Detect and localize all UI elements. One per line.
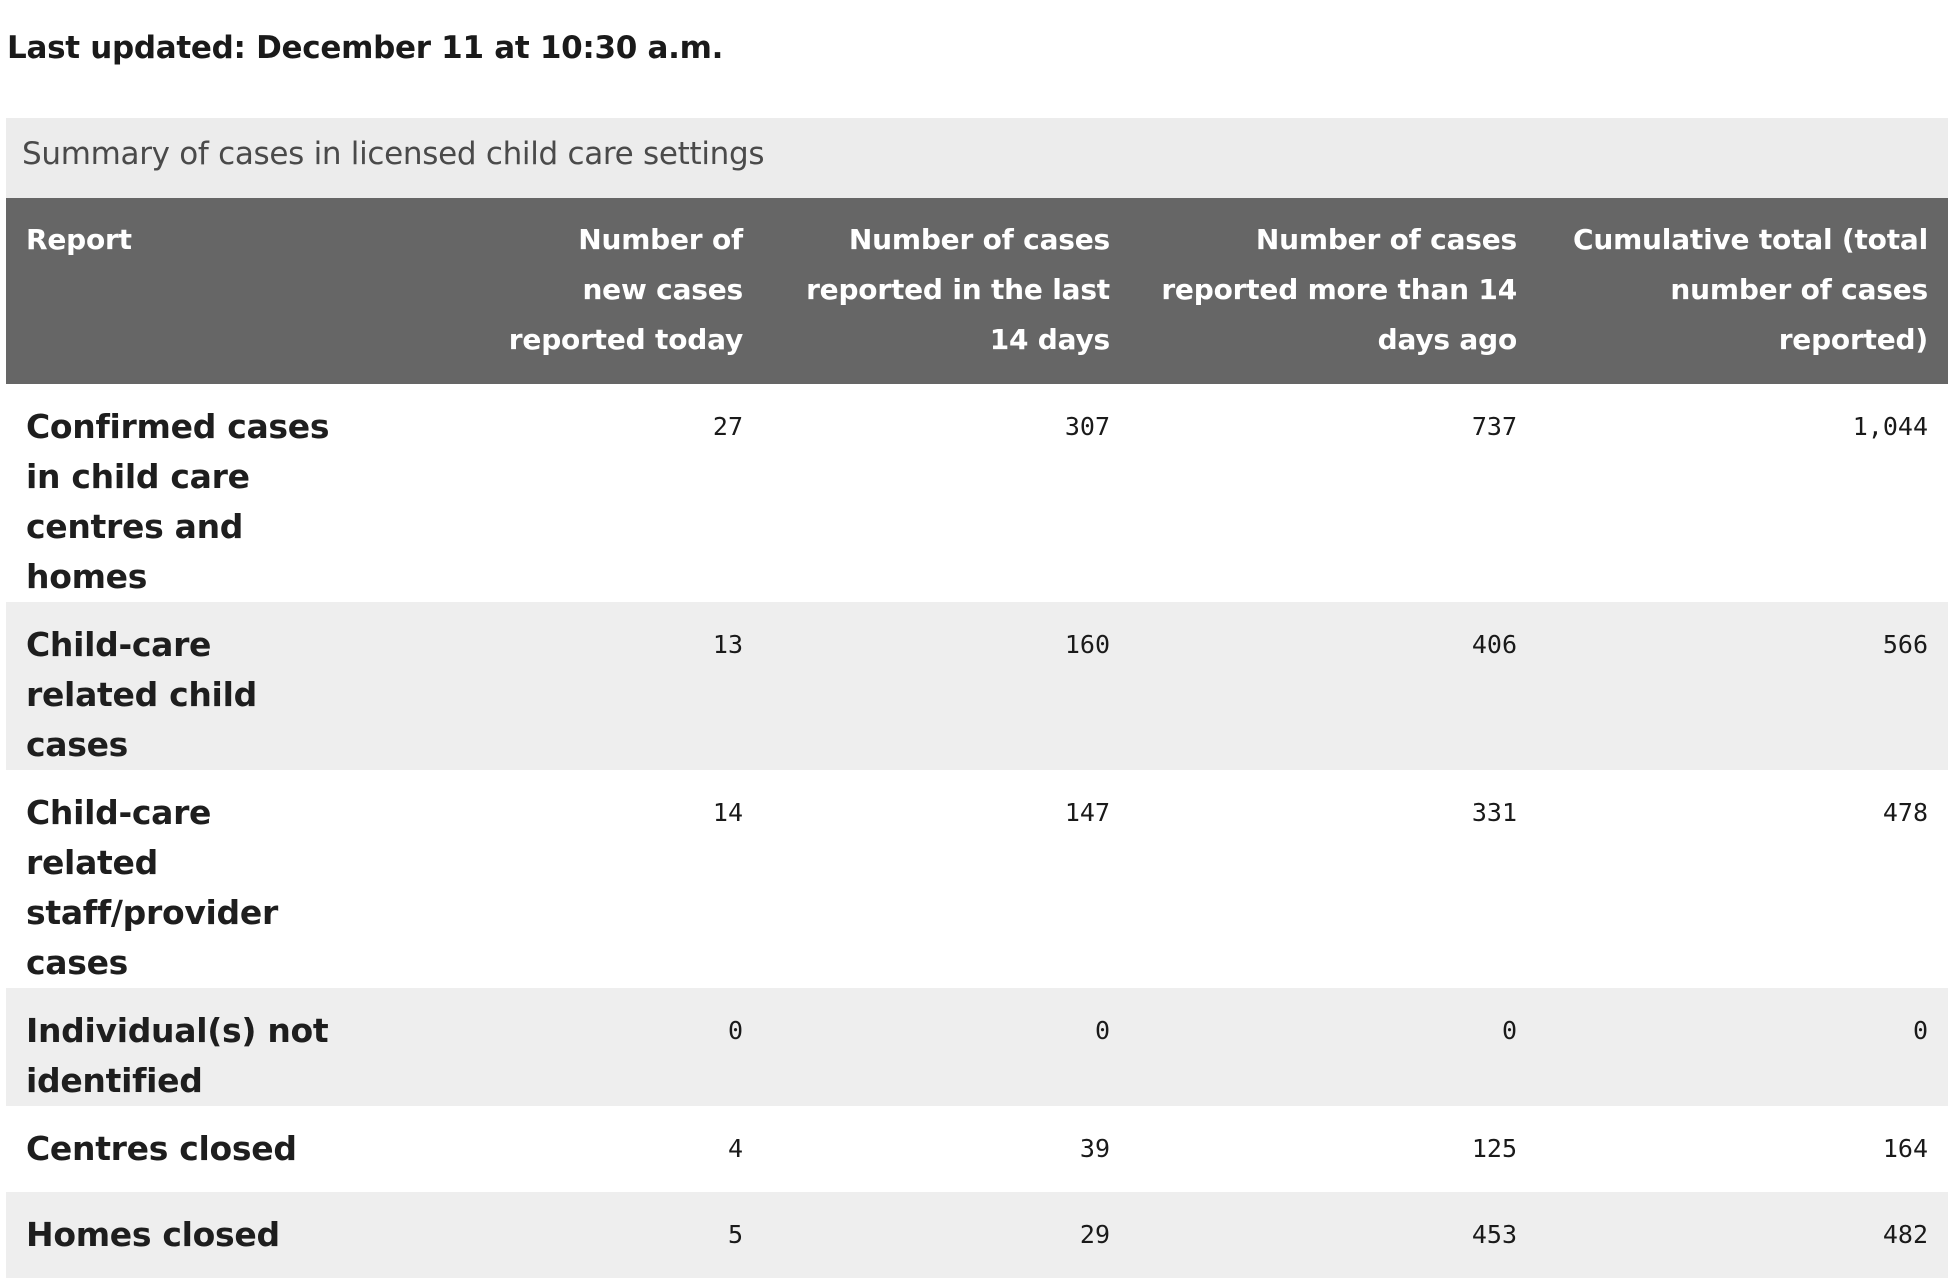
table-row: Child-care related staff/provider cases … [6, 770, 1948, 988]
cases-summary-table: Summary of cases in licensed child care … [6, 118, 1948, 1278]
cell-new-today: 14 [712, 798, 743, 827]
cell-more-than-14-days: 737 [1471, 412, 1517, 441]
cell-new-today: 0 [727, 1016, 743, 1045]
row-label: Confirmed cases in child care centres an… [26, 407, 330, 596]
cell-more-than-14-days: 453 [1471, 1220, 1517, 1249]
cell-last-14-days: 147 [1064, 798, 1110, 827]
row-label: Individual(s) not identified [26, 1011, 329, 1100]
row-label: Child-care related staff/provider cases [26, 793, 278, 982]
table-row: Centres closed 4 39 125 164 [6, 1106, 1948, 1192]
cell-cumulative-total: 482 [1882, 1220, 1928, 1249]
column-header-new-today: Number of new cases reported today [508, 223, 743, 356]
table-row: Child-care related child cases 13 160 40… [6, 602, 1948, 770]
cell-new-today: 4 [727, 1134, 743, 1163]
cell-cumulative-total: 478 [1882, 798, 1928, 827]
cell-new-today: 5 [727, 1220, 743, 1249]
table-row: Confirmed cases in child care centres an… [6, 384, 1948, 602]
row-label: Child-care related child cases [26, 625, 257, 764]
table-caption: Summary of cases in licensed child care … [6, 118, 1948, 198]
header-row: Report Number of new cases reported toda… [6, 198, 1948, 384]
row-label: Homes closed [26, 1215, 280, 1254]
cell-last-14-days: 160 [1064, 630, 1110, 659]
data-table: Report Number of new cases reported toda… [6, 198, 1948, 1278]
cell-last-14-days: 29 [1079, 1220, 1110, 1249]
table-row: Homes closed 5 29 453 482 [6, 1192, 1948, 1278]
cell-cumulative-total: 0 [1912, 1016, 1928, 1045]
table-row: Individual(s) not identified 0 0 0 0 [6, 988, 1948, 1106]
cell-new-today: 27 [712, 412, 743, 441]
cell-more-than-14-days: 331 [1471, 798, 1517, 827]
cell-more-than-14-days: 0 [1501, 1016, 1517, 1045]
column-header-cumulative-total: Cumulative total (total number of cases … [1573, 223, 1928, 356]
column-header-last-14-days: Number of cases reported in the last 14 … [806, 223, 1110, 356]
cell-more-than-14-days: 125 [1471, 1134, 1517, 1163]
cell-more-than-14-days: 406 [1471, 630, 1517, 659]
cell-cumulative-total: 1,044 [1852, 412, 1928, 441]
cell-last-14-days: 307 [1064, 412, 1110, 441]
column-header-report: Report [26, 223, 132, 256]
cell-last-14-days: 0 [1094, 1016, 1110, 1045]
column-header-more-than-14-days: Number of cases reported more than 14 da… [1161, 223, 1517, 356]
cell-cumulative-total: 566 [1882, 630, 1928, 659]
cell-last-14-days: 39 [1079, 1134, 1110, 1163]
cell-cumulative-total: 164 [1882, 1134, 1928, 1163]
last-updated-text: Last updated: December 11 at 10:30 a.m. [7, 30, 724, 66]
cell-new-today: 13 [712, 630, 743, 659]
row-label: Centres closed [26, 1129, 297, 1168]
